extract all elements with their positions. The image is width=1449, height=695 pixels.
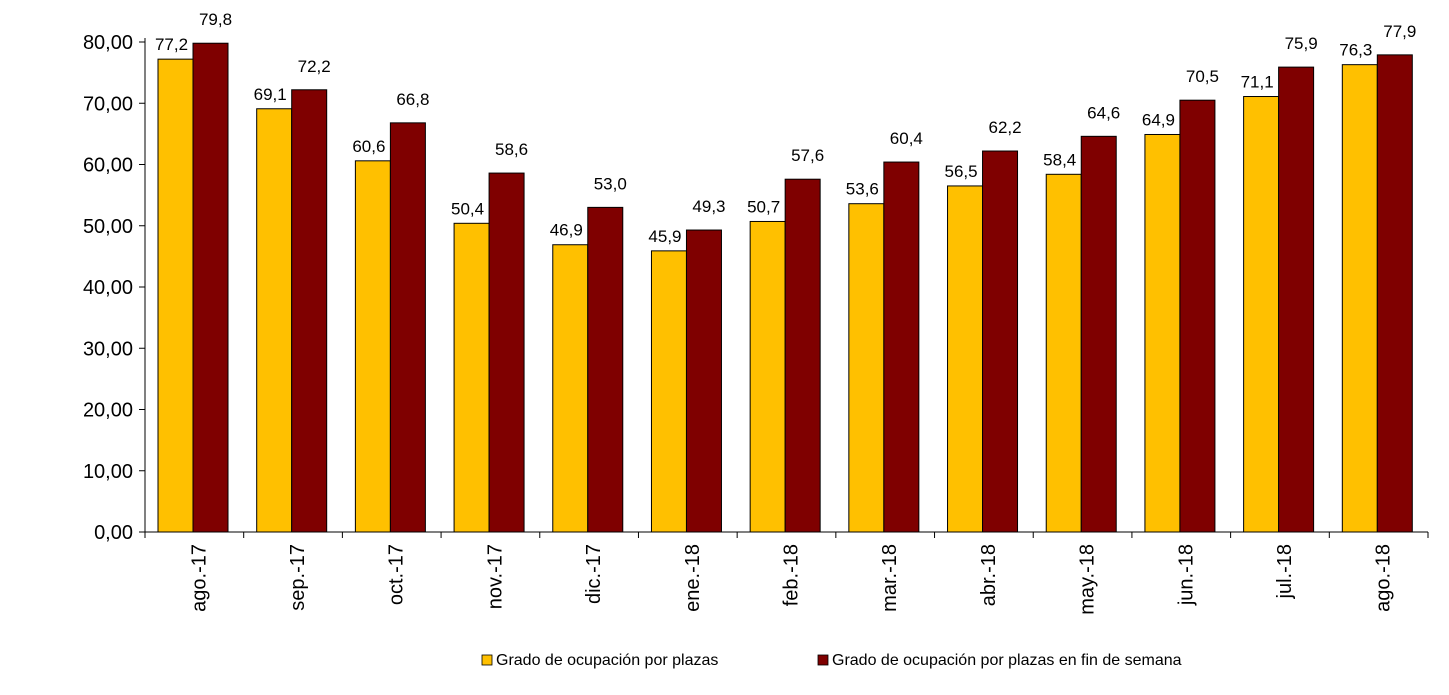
x-axis: ago.-17 sep.-17 oct.-17 nov.-17 dic.-17 ene.-…: [144, 531, 1429, 615]
x-tick-label: ago.-17: [188, 544, 210, 612]
bar-series-2: [1179, 99, 1216, 533]
y-tick-label: 80,00: [83, 32, 133, 54]
data-label-series-2: 53,0: [594, 174, 627, 193]
legend-swatch-series-2: [817, 654, 829, 666]
data-label-series-1: 53,6: [846, 180, 879, 199]
data-label-series-2: 60,4: [890, 129, 923, 148]
data-label-series-2: 79,8: [199, 10, 232, 29]
bar-series-2: [192, 42, 229, 533]
x-tick-label: dic.-17: [583, 544, 605, 604]
data-label-series-1: 50,4: [451, 199, 484, 218]
bar-series-1: [453, 222, 490, 533]
bar-series-1: [848, 203, 885, 533]
bar-series-2: [488, 172, 525, 533]
bar-series-2: [1080, 135, 1117, 533]
data-label-series-1: 56,5: [944, 162, 977, 181]
data-label-series-2: 64,6: [1087, 103, 1120, 122]
legend: Grado de ocupación por plazas Grado de o…: [481, 652, 1182, 669]
bars: [157, 42, 1413, 533]
legend-label-series-1: Grado de ocupación por plazas: [496, 652, 718, 669]
y-tick-label: 10,00: [83, 461, 133, 483]
x-tick-label: ago.-18: [1373, 544, 1395, 612]
bar-series-1: [749, 220, 786, 533]
data-labels: 77,2 79,8 69,1 72,2 60,6 66,8 50,4 58,6 46,9 53,0…: [155, 10, 1416, 246]
data-label-series-2: 75,9: [1285, 34, 1318, 53]
data-label-series-1: 45,9: [648, 227, 681, 246]
y-tick-label: 30,00: [83, 338, 133, 360]
bar-series-2: [685, 229, 722, 533]
y-axis: 0,00 10,00 20,00 30,00 40,00 50,00 60,00 70,00 8…: [83, 32, 146, 544]
data-label-series-1: 60,6: [352, 137, 385, 156]
data-label-series-2: 66,8: [396, 90, 429, 109]
x-tick-label: jul.-18: [1274, 544, 1296, 599]
x-tick-label: mar.-18: [879, 544, 901, 612]
data-label-series-1: 71,1: [1241, 73, 1274, 92]
data-label-series-1: 77,2: [155, 35, 188, 54]
bar-series-1: [354, 160, 391, 533]
data-label-series-1: 64,9: [1142, 110, 1175, 129]
legend-swatch-series-1: [481, 654, 493, 666]
data-label-series-1: 76,3: [1339, 41, 1372, 60]
x-tick-label: ene.-18: [682, 544, 704, 612]
data-label-series-2: 62,2: [988, 118, 1021, 137]
y-tick-label: 20,00: [83, 400, 133, 422]
bar-series-1: [947, 185, 984, 533]
bar-series-1: [1144, 133, 1181, 533]
bar-series-1: [552, 244, 589, 533]
bar-series-2: [784, 178, 821, 533]
data-label-series-2: 72,2: [298, 57, 331, 76]
data-label-series-2: 58,6: [495, 140, 528, 159]
legend-label-series-2: Grado de ocupación por plazas en fin de …: [832, 652, 1182, 669]
x-tick-label: nov.-17: [484, 544, 506, 609]
data-label-series-2: 77,9: [1383, 22, 1416, 41]
bar-series-1: [1243, 96, 1280, 533]
x-tick-label: oct.-17: [386, 544, 408, 605]
x-tick-label: feb.-18: [781, 544, 803, 606]
y-tick-label: 0,00: [94, 522, 133, 544]
data-label-series-2: 57,6: [791, 146, 824, 165]
bar-series-1: [1045, 173, 1082, 533]
data-label-series-1: 69,1: [254, 85, 287, 104]
x-tick-label: may.-18: [1077, 544, 1099, 615]
bar-series-2: [1376, 54, 1413, 533]
x-tick-label: sep.-17: [287, 544, 309, 611]
x-tick-label: jun.-18: [1175, 544, 1197, 606]
data-label-series-1: 50,7: [747, 197, 780, 216]
y-tick-label: 70,00: [83, 93, 133, 115]
data-label-series-2: 70,5: [1186, 67, 1219, 86]
bar-series-2: [883, 161, 920, 533]
bar-series-2: [587, 206, 624, 533]
bar-series-2: [1278, 66, 1315, 533]
bar-series-2: [291, 89, 328, 533]
data-label-series-1: 58,4: [1043, 150, 1076, 169]
bar-series-1: [256, 108, 293, 533]
y-tick-label: 40,00: [83, 277, 133, 299]
bar-series-1: [1341, 64, 1378, 533]
x-tick-label: abr.-18: [978, 544, 1000, 606]
y-tick-label: 50,00: [83, 216, 133, 238]
data-label-series-2: 49,3: [692, 197, 725, 216]
bar-series-1: [650, 250, 687, 533]
y-tick-label: 60,00: [83, 155, 133, 177]
bar-series-2: [389, 122, 426, 533]
bar-series-2: [982, 150, 1019, 533]
data-label-series-1: 46,9: [550, 221, 583, 240]
bar-series-1: [157, 58, 194, 533]
